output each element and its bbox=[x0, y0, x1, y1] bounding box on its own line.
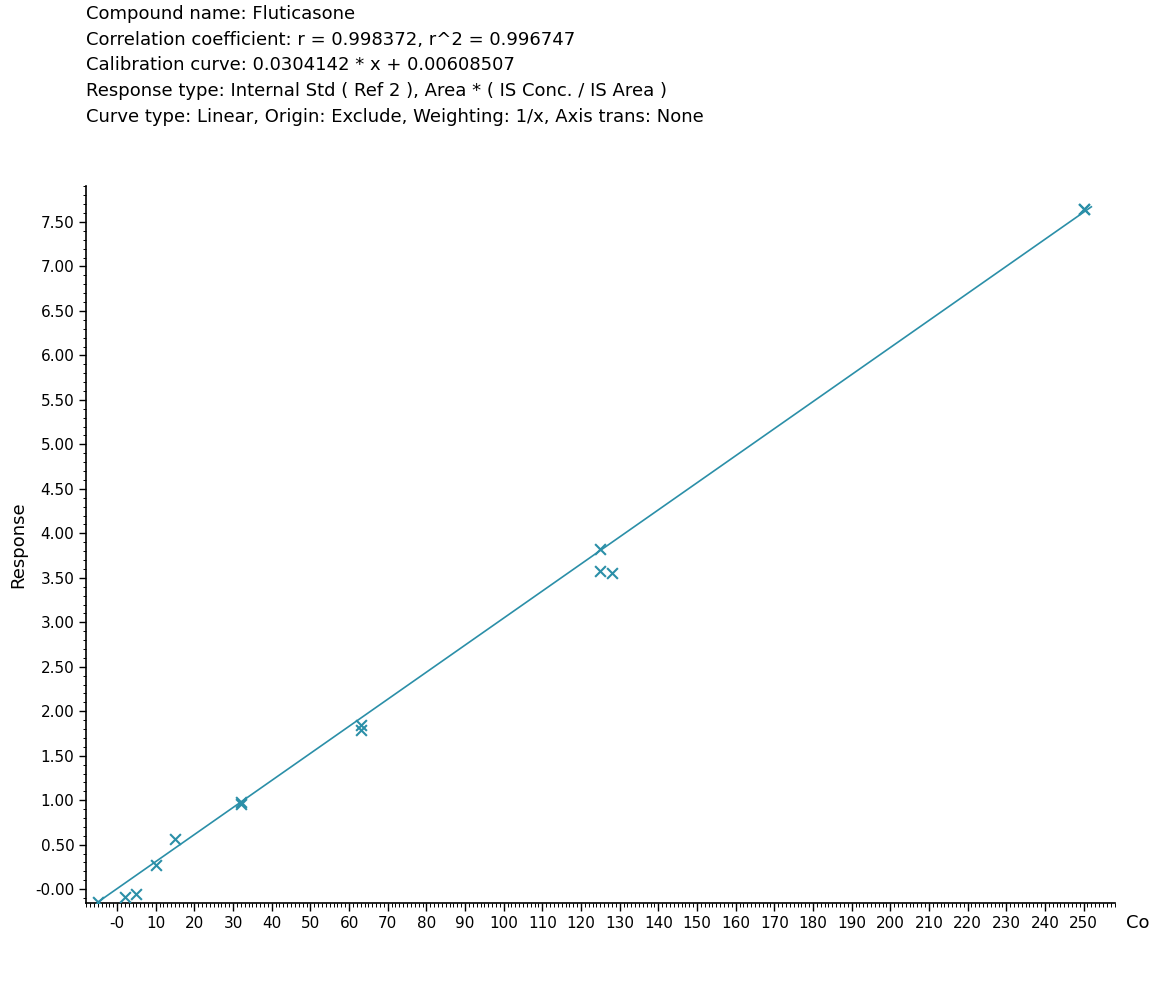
Point bbox=[232, 795, 250, 810]
Point bbox=[147, 856, 165, 872]
Point bbox=[165, 831, 184, 847]
Text: Compound name: Fluticasone
Correlation coefficient: r = 0.998372, r^2 = 0.996747: Compound name: Fluticasone Correlation c… bbox=[86, 5, 704, 126]
Point bbox=[1074, 201, 1093, 217]
Point bbox=[352, 723, 370, 739]
Point bbox=[352, 718, 370, 734]
Point bbox=[603, 565, 622, 581]
Point bbox=[88, 895, 107, 910]
Point bbox=[232, 796, 250, 811]
Point bbox=[591, 563, 609, 579]
Y-axis label: Response: Response bbox=[9, 501, 26, 588]
Point bbox=[591, 542, 609, 557]
Point bbox=[1074, 201, 1093, 217]
Text: Conc: Conc bbox=[1126, 914, 1149, 932]
Point bbox=[116, 890, 134, 905]
Point bbox=[128, 886, 146, 902]
